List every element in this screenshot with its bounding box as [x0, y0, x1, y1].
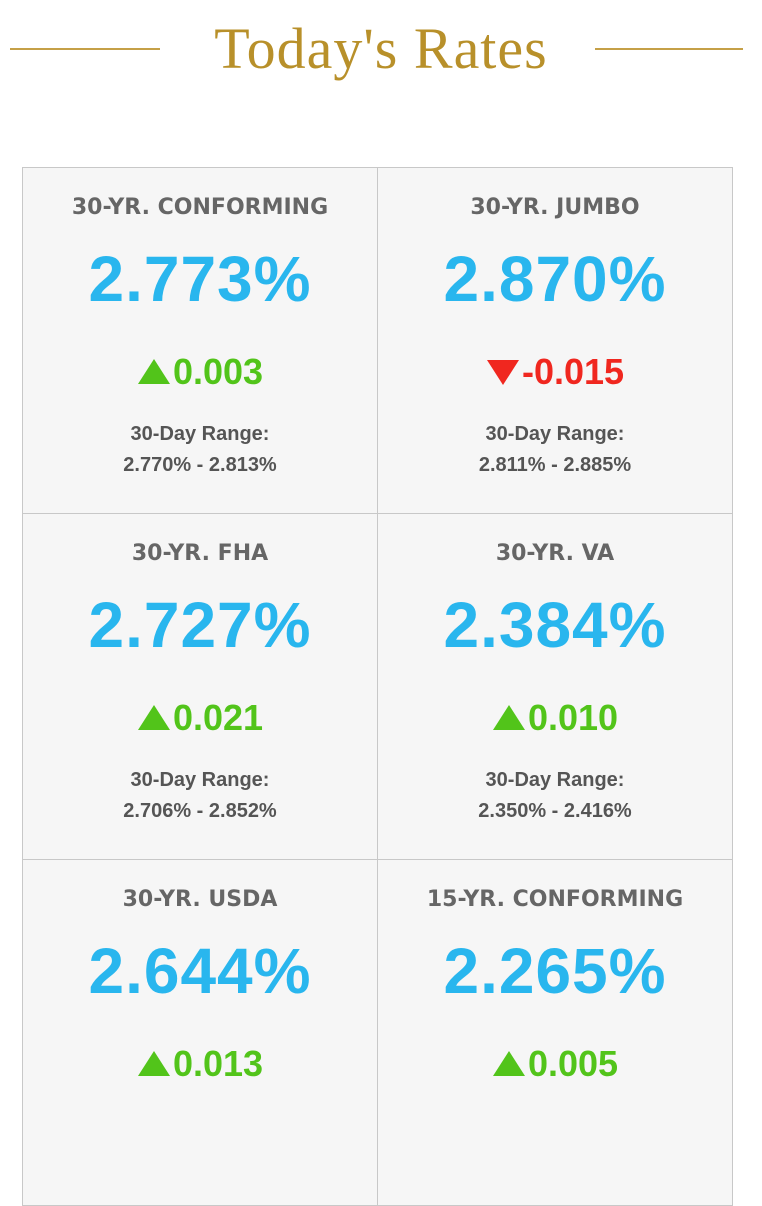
rate-label: 30-YR. VA [495, 541, 615, 566]
range-value: 2.770% - 2.813% [123, 454, 277, 476]
change-value: 0.005 [527, 1043, 619, 1084]
down-arrow [486, 360, 519, 385]
title-rule [10, 48, 160, 50]
rate-card: 30-YR. USDA 2.644% 0.013 [22, 859, 378, 1206]
rate-value: 2.870% [443, 243, 667, 315]
range-value: 2.350% - 2.416% [478, 800, 632, 822]
rate-label: 30-YR. CONFORMING [71, 195, 329, 220]
rate-change: 0.005 [378, 1043, 732, 1085]
up-arrow [137, 359, 170, 384]
rate-card: 30-YR. CONFORMING 2.773% 0.003 30-Day Range… [22, 167, 378, 514]
rate-label: 30-YR. FHA [131, 541, 269, 566]
change-value: 0.021 [172, 697, 264, 738]
page-title: Today's Rates [214, 16, 548, 81]
range-label: 30-Day Range: [485, 423, 625, 445]
rate-label: 30-YR. USDA [122, 887, 278, 912]
rate-label: 30-YR. JUMBO [470, 195, 640, 220]
up-arrow [492, 1051, 525, 1076]
page: Today's Rates 30-YR. CONFORMING 2.773% 0.0… [10, 16, 743, 1206]
up-arrow [137, 705, 170, 730]
rate-value: 2.384% [443, 589, 667, 661]
title-rule [595, 48, 743, 50]
rate-value: 2.265% [443, 935, 667, 1007]
range-label: 30-Day Range: [485, 769, 625, 791]
rate-card: 30-YR. VA 2.384% 0.010 30-Day Range: 2.350% … [377, 513, 733, 860]
up-arrow [137, 1051, 170, 1076]
rate-value: 2.644% [88, 935, 312, 1007]
rate-value: 2.773% [88, 243, 312, 315]
change-value: -0.015 [521, 351, 625, 392]
range-value: 2.811% - 2.885% [478, 454, 632, 476]
rate-change: 0.013 [23, 1043, 377, 1085]
rate-card: 15-YR. CONFORMING 2.265% 0.005 [377, 859, 733, 1206]
rate-value: 2.727% [88, 589, 312, 661]
range-label: 30-Day Range: [130, 769, 270, 791]
rate-change: 0.010 [378, 697, 732, 739]
range-label: 30-Day Range: [130, 423, 270, 445]
rate-change: -0.015 [378, 351, 732, 393]
change-value: 0.010 [527, 697, 619, 738]
rate-label: 15-YR. CONFORMING [426, 887, 684, 912]
up-arrow [492, 705, 525, 730]
range-value: 2.706% - 2.852% [123, 800, 277, 822]
rate-card: 30-YR. FHA 2.727% 0.021 30-Day Range: 2.706%… [22, 513, 378, 860]
rate-card: 30-YR. JUMBO 2.870% -0.015 30-Day Range: 2.8… [377, 167, 733, 514]
change-value: 0.003 [172, 351, 264, 392]
rate-change: 0.021 [23, 697, 377, 739]
rate-change: 0.003 [23, 351, 377, 393]
change-value: 0.013 [172, 1043, 264, 1084]
